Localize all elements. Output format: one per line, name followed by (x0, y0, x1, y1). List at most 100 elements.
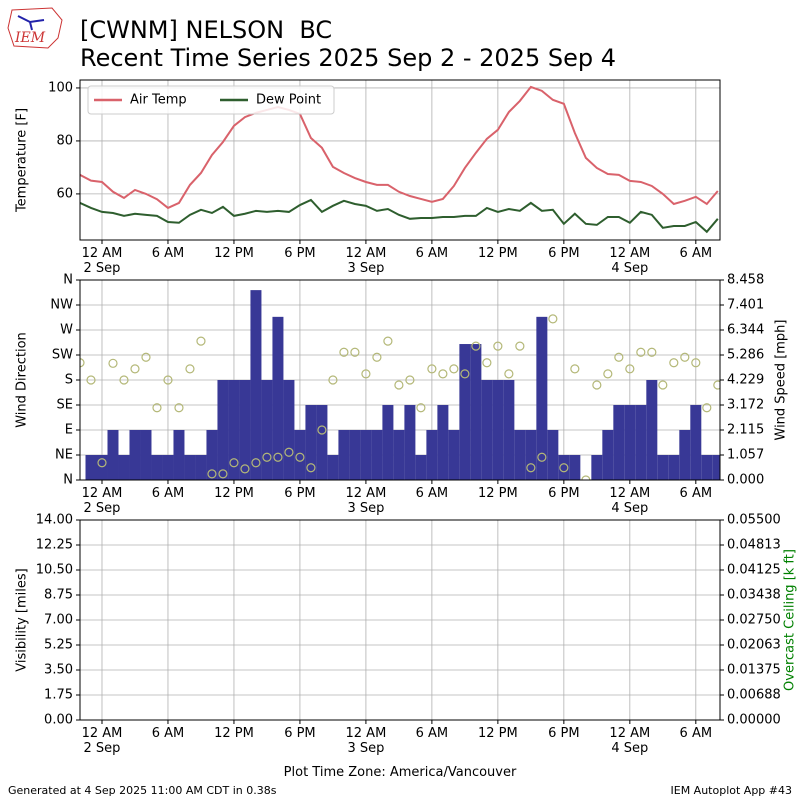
bar (613, 404, 625, 480)
x-tick-label: 12 AM 3 Sep (345, 486, 387, 516)
x-tick-label: 12 PM (477, 486, 518, 501)
x-tick-label: 12 AM 2 Sep (81, 246, 123, 276)
y2-tick-label: 3.172 (727, 397, 765, 413)
x-tick-label: 6 AM (679, 246, 713, 261)
footer-left: Generated at 4 Sep 2025 11:00 AM CDT in … (8, 784, 277, 797)
x-tick-label: 12 AM 2 Sep (81, 486, 123, 516)
bar (635, 404, 647, 480)
y2-tick-label: 0.000 (727, 472, 765, 488)
x-tick-label: 12 PM (477, 246, 518, 261)
axes-frame (79, 79, 721, 241)
bar (96, 455, 108, 480)
y-tick-label: 100 (48, 80, 73, 96)
bar (382, 404, 394, 480)
point (306, 463, 316, 473)
line (80, 198, 719, 234)
y-tick-label: SW (51, 347, 73, 363)
bar (679, 429, 691, 480)
bar (151, 455, 163, 480)
bar (316, 404, 328, 480)
bar (305, 404, 317, 480)
y-axis-label: Temperature [F] (14, 107, 30, 213)
y-tick-label: 12.25 (35, 537, 73, 553)
bar (701, 455, 713, 480)
y-tick-label: 5.25 (44, 637, 73, 653)
point (119, 375, 129, 385)
y-tick-label: N (63, 472, 73, 488)
bar (250, 290, 262, 480)
y-tick-label: 1.75 (44, 687, 73, 703)
point (163, 375, 173, 385)
bar (525, 429, 537, 480)
y2-tick-label: 0.01375 (727, 662, 781, 678)
x-tick-label: 6 PM (284, 246, 316, 261)
point (141, 352, 151, 362)
bar (206, 429, 218, 480)
point (97, 458, 107, 468)
bar (85, 455, 97, 480)
point (383, 336, 393, 346)
y-tick-label: 8.75 (44, 587, 73, 603)
bar (514, 429, 526, 480)
y-tick-label: N (63, 272, 73, 288)
y2-tick-label: 4.229 (727, 372, 765, 388)
point (647, 347, 657, 357)
bar (107, 429, 119, 480)
x-tick-label: 12 PM (477, 726, 518, 741)
logo-text: IEM (15, 30, 46, 46)
y2-tick-label: 0.05500 (727, 512, 781, 528)
point (460, 369, 470, 379)
point (295, 452, 305, 462)
x-tick-label: 12 AM 4 Sep (609, 486, 651, 516)
point (658, 380, 668, 390)
point (372, 352, 382, 362)
x-axis-label: Plot Time Zone: America/Vancouver (283, 765, 517, 780)
bar (668, 455, 680, 480)
point (174, 403, 184, 413)
point (482, 358, 492, 368)
bar (646, 380, 658, 480)
point (240, 464, 250, 474)
bar (437, 404, 449, 480)
x-tick-label: 12 PM (214, 486, 254, 501)
x-tick-label: 6 AM (415, 246, 449, 261)
axes-frame (79, 519, 721, 721)
point (317, 425, 327, 435)
bar (195, 455, 207, 480)
bar (426, 429, 438, 480)
plot-area (80, 290, 720, 480)
y-tick-label: 0.00 (44, 712, 73, 728)
point (669, 358, 679, 368)
bar (118, 455, 130, 480)
point (680, 352, 690, 362)
x-tick-label: 12 AM 4 Sep (609, 246, 651, 276)
x-tick-label: 12 AM 3 Sep (345, 726, 387, 756)
bar (404, 404, 416, 480)
point (636, 347, 646, 357)
point (394, 380, 404, 390)
point (229, 458, 239, 468)
bar (327, 455, 339, 480)
y-tick-label: 7.00 (44, 612, 73, 628)
point (526, 463, 536, 473)
bar (349, 429, 361, 480)
point (416, 403, 426, 413)
x-tick-label: 6 PM (548, 246, 580, 261)
y2-tick-label: 0.02063 (727, 637, 781, 653)
bar (261, 380, 273, 480)
y-tick-label: 80 (56, 133, 73, 149)
bar (712, 455, 720, 480)
y-tick-label: 10.50 (35, 562, 73, 578)
point (625, 364, 635, 374)
point (185, 364, 195, 374)
bar (162, 455, 174, 480)
point (262, 452, 272, 462)
x-tick-label: 6 AM (415, 486, 449, 501)
x-tick-label: 12 AM 4 Sep (609, 726, 651, 756)
bar (217, 380, 229, 480)
point (86, 375, 96, 385)
bar (470, 344, 482, 480)
point (570, 364, 580, 374)
bar (239, 380, 251, 480)
